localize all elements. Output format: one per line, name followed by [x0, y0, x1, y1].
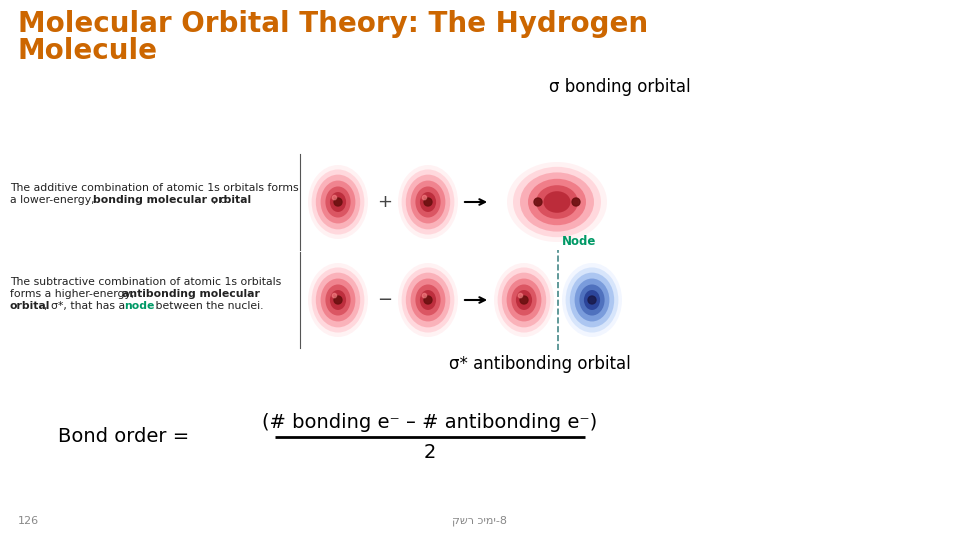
Ellipse shape	[536, 185, 578, 219]
Text: (# bonding e⁻ – # antibonding e⁻): (# bonding e⁻ – # antibonding e⁻)	[262, 413, 598, 431]
Ellipse shape	[507, 162, 607, 242]
Ellipse shape	[312, 170, 365, 234]
Text: Molecular Orbital Theory: The Hydrogen: Molecular Orbital Theory: The Hydrogen	[18, 10, 648, 38]
Ellipse shape	[411, 279, 445, 321]
Ellipse shape	[321, 180, 355, 224]
Circle shape	[332, 293, 337, 298]
Text: bonding molecular orbital: bonding molecular orbital	[93, 195, 252, 205]
Text: The additive combination of atomic 1s orbitals forms: The additive combination of atomic 1s or…	[10, 183, 299, 193]
Ellipse shape	[494, 263, 554, 337]
Text: Molecule: Molecule	[18, 37, 158, 65]
Ellipse shape	[401, 267, 454, 333]
Ellipse shape	[321, 279, 355, 321]
Text: קשר כימי-8: קשר כימי-8	[452, 516, 508, 526]
Circle shape	[422, 293, 426, 298]
Ellipse shape	[580, 285, 605, 315]
Circle shape	[334, 296, 342, 304]
Text: forms a higher-energy,: forms a higher-energy,	[10, 289, 138, 299]
Circle shape	[424, 198, 432, 206]
Circle shape	[572, 198, 580, 206]
Circle shape	[588, 296, 596, 304]
Ellipse shape	[502, 273, 546, 327]
Circle shape	[332, 195, 337, 200]
Text: antibonding molecular: antibonding molecular	[122, 289, 260, 299]
Text: Node: Node	[562, 235, 596, 248]
Circle shape	[534, 198, 542, 206]
Ellipse shape	[575, 279, 610, 321]
Text: , σ.: , σ.	[213, 195, 230, 205]
Circle shape	[520, 296, 528, 304]
Ellipse shape	[406, 174, 450, 230]
Ellipse shape	[562, 263, 622, 337]
Ellipse shape	[401, 170, 454, 234]
Ellipse shape	[411, 180, 445, 224]
Ellipse shape	[520, 172, 594, 232]
Circle shape	[518, 293, 522, 298]
Ellipse shape	[565, 267, 618, 333]
Ellipse shape	[308, 263, 368, 337]
Ellipse shape	[416, 285, 441, 315]
Text: 2: 2	[423, 442, 436, 462]
Text: a lower-energy,: a lower-energy,	[10, 195, 98, 205]
Text: +: +	[377, 193, 393, 211]
Ellipse shape	[330, 192, 347, 212]
Ellipse shape	[416, 186, 441, 218]
Text: Bond order =: Bond order =	[58, 428, 195, 447]
Text: 126: 126	[18, 516, 39, 526]
Ellipse shape	[330, 290, 347, 310]
Ellipse shape	[316, 273, 360, 327]
Text: between the nuclei.: between the nuclei.	[152, 301, 263, 311]
Text: , σ*, that has a: , σ*, that has a	[44, 301, 129, 311]
Ellipse shape	[528, 179, 586, 225]
Ellipse shape	[420, 290, 436, 310]
Text: orbital: orbital	[10, 301, 50, 311]
Ellipse shape	[507, 279, 541, 321]
Circle shape	[422, 195, 426, 200]
Ellipse shape	[325, 186, 350, 218]
Ellipse shape	[512, 285, 537, 315]
Ellipse shape	[570, 273, 614, 327]
Circle shape	[424, 296, 432, 304]
Ellipse shape	[398, 165, 458, 239]
Text: The subtractive combination of atomic 1s orbitals: The subtractive combination of atomic 1s…	[10, 277, 281, 287]
Ellipse shape	[312, 267, 365, 333]
Text: −: −	[377, 291, 393, 309]
Ellipse shape	[584, 290, 600, 310]
Text: σ bonding orbital: σ bonding orbital	[549, 78, 691, 96]
Text: σ* antibonding orbital: σ* antibonding orbital	[449, 355, 631, 373]
Ellipse shape	[316, 174, 360, 230]
Ellipse shape	[420, 192, 436, 212]
Ellipse shape	[325, 285, 350, 315]
Ellipse shape	[406, 273, 450, 327]
Ellipse shape	[516, 290, 532, 310]
Ellipse shape	[497, 267, 550, 333]
Ellipse shape	[513, 167, 601, 237]
Ellipse shape	[543, 191, 570, 213]
Text: node: node	[124, 301, 155, 311]
Ellipse shape	[308, 165, 368, 239]
Circle shape	[334, 198, 342, 206]
Ellipse shape	[398, 263, 458, 337]
